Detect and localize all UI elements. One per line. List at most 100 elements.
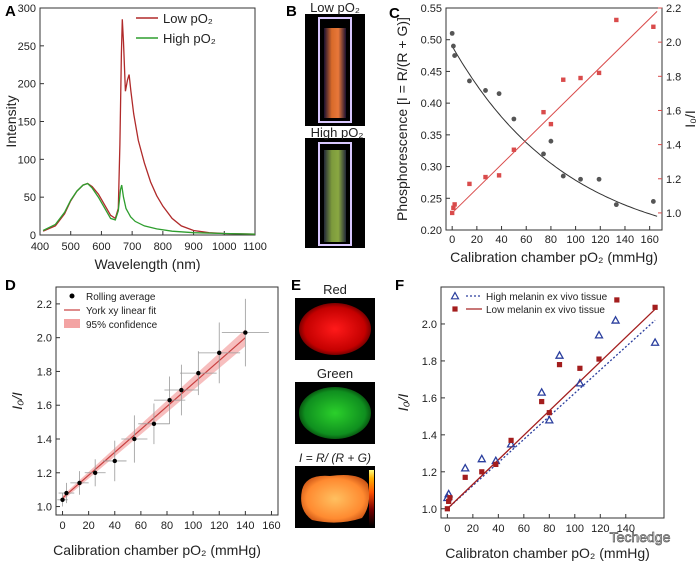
low-melanin-point <box>446 498 452 504</box>
rolling-average-point <box>179 387 184 393</box>
phosphorescence-point <box>541 151 546 157</box>
x-tick-label: 800 <box>154 241 172 253</box>
ratio-image-label: I = R/ (R + G) <box>299 451 371 465</box>
x-tick-label: 120 <box>591 234 609 246</box>
high-melanin-point <box>460 463 470 472</box>
phosphorescence-point <box>548 138 554 144</box>
y-right-tick-label: 1.6 <box>666 105 681 117</box>
x-tick-label: 100 <box>566 234 584 246</box>
y-left-tick-label: 0.40 <box>421 98 442 110</box>
y-right-tick-label: 1.2 <box>666 174 681 186</box>
axes-frame <box>440 286 665 519</box>
y-right-tick-label: 2.2 <box>666 3 681 15</box>
rolling-average-point <box>243 330 248 335</box>
low-po2-photo-label: Low pO₂ <box>310 0 360 15</box>
low-melanin-point <box>539 398 545 405</box>
y-tick-label: 100 <box>18 154 36 166</box>
legend-label-low-po2: Low pO₂ <box>163 11 213 26</box>
x-tick-label: 20 <box>467 523 479 535</box>
low-po2-cuvette <box>318 17 352 123</box>
rolling-average-point <box>151 421 157 426</box>
panel-c-calibration-chart: 0 20 40 60 80 100 120 140 160 0.20 0.25 0.30 0.35 0.4… <box>394 3 698 265</box>
rolling-average-point <box>132 436 137 442</box>
x-tick-label: 160 <box>262 520 280 532</box>
panel-b-cuvette-photos: Low pO₂ High pO₂ <box>305 0 365 248</box>
y-tick-label: 2.0 <box>422 319 437 331</box>
axes-frame <box>445 7 663 231</box>
rolling-average-point <box>167 397 172 403</box>
high-po2-photo-label: High pO₂ <box>311 125 364 140</box>
high-po2-solution <box>324 150 346 242</box>
x-tick-label: 100 <box>566 523 584 535</box>
y-left-tick-label: 0.50 <box>421 35 442 47</box>
low-melanin-point <box>546 410 552 416</box>
green-channel-label: Green <box>317 366 353 381</box>
high-melanin-point <box>544 415 554 424</box>
low-melanin-point <box>444 506 450 512</box>
i0-over-i-point <box>548 121 554 127</box>
i0-over-i-point <box>614 17 619 23</box>
red-channel-image <box>299 303 371 355</box>
rolling-average-point <box>196 370 201 376</box>
x-axis-label: Wavelength (nm) <box>94 256 200 272</box>
x-tick-label: 500 <box>62 241 80 253</box>
y-tick-label: 1.0 <box>37 502 52 514</box>
low-melanin-point <box>447 495 453 501</box>
legend-marker-low-melanin <box>452 306 458 312</box>
i0-over-i-point <box>449 210 455 216</box>
i0-over-i-point <box>561 77 566 82</box>
x-tick-label: 100 <box>184 520 202 532</box>
x-tick-label: 700 <box>123 241 141 253</box>
panel-a-spectrum-chart: 400 500 600 700 800 900 1000 1100 0 50 100 150 200 25… <box>3 3 267 272</box>
low-melanin-point <box>596 356 602 362</box>
y-axis-label: I₀/I <box>395 394 411 412</box>
watermark-text: Techedge <box>610 529 671 545</box>
x-tick-label: 20 <box>83 520 95 532</box>
low-melanin-point <box>556 362 563 368</box>
high-melanin-point <box>537 387 547 396</box>
x-tick-label: 140 <box>616 234 634 246</box>
y-tick-label: 2.0 <box>37 333 52 345</box>
spectrum-line-high-po2 <box>42 182 256 235</box>
x-tick-label: 60 <box>518 523 530 535</box>
y-tick-label: 1.2 <box>422 467 437 479</box>
x-axis-label: Calibration chamber pO₂ (mmHg) <box>53 542 261 558</box>
spectrum-line-low-po2 <box>42 19 256 235</box>
i0-over-i-fit-line <box>451 11 658 214</box>
low-melanin-point <box>614 297 620 303</box>
x-tick-label: 60 <box>135 520 147 532</box>
i0-over-i-point <box>451 205 456 210</box>
x-tick-label: 80 <box>543 523 555 535</box>
legend-label-high-melanin: High melanin ex vivo tissue <box>486 292 608 303</box>
high-melanin-point <box>506 439 516 448</box>
y-tick-label: 300 <box>18 3 36 15</box>
phosphorescence-point <box>596 176 602 182</box>
green-channel-image <box>299 387 371 439</box>
rolling-average-point <box>92 470 98 475</box>
x-tick-label: 1100 <box>243 241 267 253</box>
phosphorescence-point <box>467 78 472 84</box>
rolling-average-point <box>64 490 69 496</box>
x-axis-label: Calibration chamber pO₂ (mmHg) <box>450 249 658 265</box>
legend-swatch-confidence <box>64 319 80 328</box>
x-tick-label: 0 <box>59 520 65 532</box>
i0-over-i-point <box>511 147 517 152</box>
rolling-average-point <box>112 458 117 464</box>
panel-label-b: B <box>286 3 297 20</box>
x-tick-label: 60 <box>520 234 532 246</box>
fit-line-low-melanin <box>446 308 656 510</box>
legend-label-low-melanin: Low melanin ex vivo tissue <box>486 305 605 316</box>
i0-over-i-point <box>452 202 457 207</box>
x-tick-label: 140 <box>236 520 254 532</box>
y-left-tick-label: 0.20 <box>421 225 442 237</box>
legend-label: Rolling average <box>86 292 156 303</box>
i0-over-i-point <box>651 24 656 29</box>
panel-label-f: F <box>395 277 404 294</box>
phosphorescence-point <box>578 176 583 182</box>
i0-over-i-point <box>596 70 602 76</box>
phosphorescence-fit-curve <box>451 45 658 217</box>
high-melanin-point <box>650 337 660 346</box>
x-tick-label: 160 <box>640 234 658 246</box>
legend-marker-rolling-average <box>69 293 75 299</box>
